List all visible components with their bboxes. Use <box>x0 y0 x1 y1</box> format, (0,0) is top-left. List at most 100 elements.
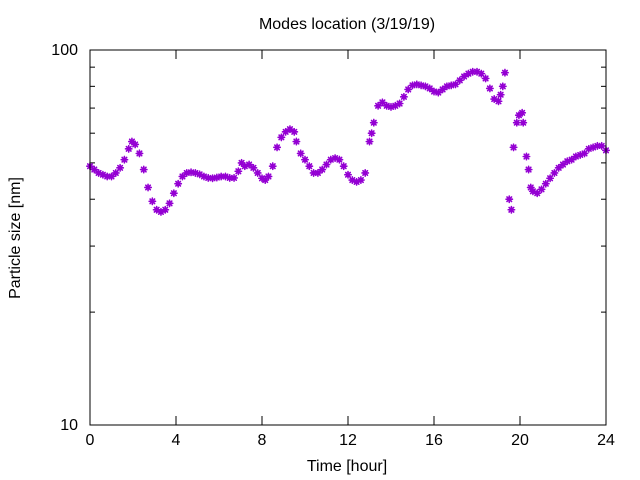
data-point <box>264 172 273 181</box>
data-point <box>273 143 282 152</box>
data-point <box>191 168 200 177</box>
data-point <box>178 172 187 181</box>
data-point <box>505 195 514 204</box>
data-point <box>451 80 460 89</box>
data-point <box>344 170 352 179</box>
data-point <box>301 155 309 164</box>
data-point <box>597 141 606 150</box>
data-point <box>490 95 499 104</box>
data-point <box>120 155 129 164</box>
data-point <box>292 137 301 146</box>
data-point <box>144 183 153 192</box>
data-point <box>361 168 370 177</box>
data-point <box>225 173 234 182</box>
data-point <box>576 150 585 159</box>
data-point <box>524 165 533 174</box>
tick-labels: 0 4 8 12 16 20 24 10 100 <box>51 42 615 449</box>
data-point <box>103 172 112 181</box>
data-point <box>156 207 165 216</box>
x-tick-label: 16 <box>425 432 443 449</box>
data-point <box>352 177 361 186</box>
data-point <box>111 168 120 177</box>
data-point <box>374 101 383 110</box>
data-point <box>335 155 344 164</box>
data-point <box>240 162 249 171</box>
data-point <box>148 197 157 206</box>
data-point <box>455 76 464 85</box>
data-point <box>139 165 148 174</box>
data-point <box>438 85 447 94</box>
data-point <box>584 144 593 153</box>
data-point <box>127 137 136 146</box>
data-point <box>468 67 477 76</box>
data-point <box>567 155 576 164</box>
x-tick-label: 4 <box>172 432 181 449</box>
data-point <box>365 137 374 146</box>
data-point <box>174 179 183 188</box>
data-point <box>124 144 133 153</box>
data-point <box>514 111 523 120</box>
data-point <box>404 85 413 94</box>
data-point <box>417 81 426 90</box>
data-point <box>182 168 191 177</box>
data-point <box>387 102 395 111</box>
data-point <box>593 141 602 150</box>
data-point <box>339 162 348 171</box>
x-tick-label: 24 <box>597 432 615 449</box>
data-point <box>258 174 266 183</box>
data-point <box>541 179 550 188</box>
data-point <box>161 205 170 214</box>
data-point <box>318 165 327 174</box>
data-point <box>94 168 103 177</box>
data-point <box>217 172 226 181</box>
data-point <box>425 84 434 93</box>
data-point <box>237 158 246 167</box>
data-point <box>296 149 305 158</box>
data-point <box>533 189 542 198</box>
data-point <box>447 81 456 90</box>
data-point <box>268 162 277 171</box>
data-point <box>230 173 239 182</box>
data-point <box>507 205 516 214</box>
y-axis-label: Particle size [nm] <box>7 177 24 299</box>
data-point <box>473 67 481 76</box>
data-point <box>348 176 357 185</box>
data-point <box>498 82 507 91</box>
data-point <box>430 87 438 96</box>
data-point <box>165 199 174 208</box>
data-point <box>496 90 505 99</box>
data-point <box>528 187 537 196</box>
x-tick-label: 12 <box>339 432 357 449</box>
data-point <box>481 74 490 83</box>
data-point <box>131 140 140 149</box>
data-point <box>408 81 417 90</box>
data-point <box>277 133 286 142</box>
data-point <box>249 163 258 172</box>
data-point <box>550 168 559 177</box>
data-point <box>116 163 125 172</box>
data-point <box>477 69 486 78</box>
plot-frame <box>89 49 607 426</box>
data-point <box>281 127 290 136</box>
data-point <box>169 189 178 198</box>
data-point <box>412 80 421 89</box>
data-point <box>152 205 161 214</box>
data-point <box>518 108 527 117</box>
y-tick-label: 100 <box>51 42 78 59</box>
x-tick-label: 20 <box>511 432 529 449</box>
data-point <box>356 176 365 185</box>
data-point <box>442 82 451 91</box>
data-point <box>290 127 299 136</box>
data-point <box>208 174 217 183</box>
data-point <box>367 129 376 138</box>
data-point <box>135 149 144 158</box>
data-point <box>221 172 230 181</box>
data-point <box>554 163 563 172</box>
data-point <box>537 185 546 194</box>
data-point <box>460 72 469 81</box>
data-point <box>253 168 262 177</box>
data-point <box>90 165 99 174</box>
data-point <box>512 118 521 127</box>
x-axis-label: Time [hour] <box>307 458 387 475</box>
